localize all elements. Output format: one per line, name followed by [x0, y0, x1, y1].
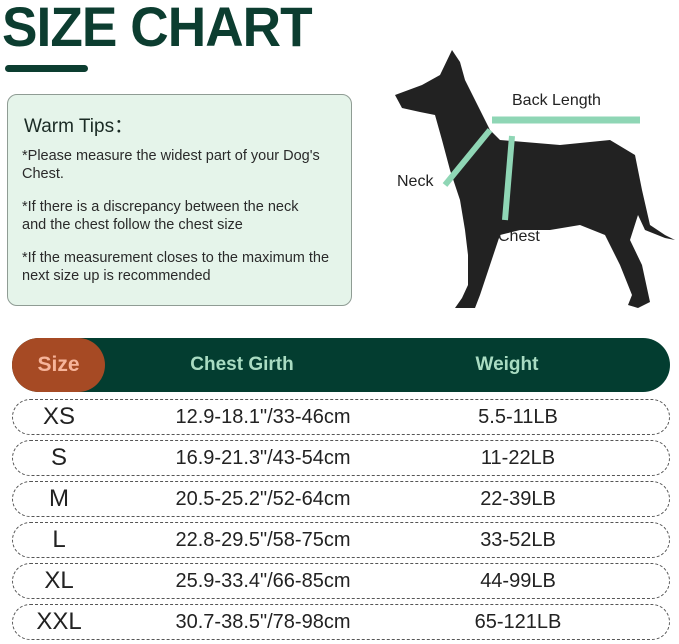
header-size: Size — [12, 338, 105, 392]
weight-cell: 22-39LB — [480, 487, 556, 510]
table-row: XS 12.9-18.1"/33-46cm 5.5-11LB — [12, 399, 670, 435]
table-row: M 20.5-25.2"/52-64cm 22-39LB — [12, 481, 670, 517]
weight-cell: 11-22LB — [480, 446, 556, 469]
chest-girth-cell: 20.5-25.2"/52-64cm — [175, 487, 351, 510]
size-cell: XXL — [36, 608, 82, 635]
header-chest-girth: Chest Girth — [190, 354, 294, 375]
size-cell: M — [49, 485, 69, 512]
table-row: XXL 30.7-38.5"/78-98cm 65-121LB — [12, 604, 670, 640]
size-cell: S — [50, 444, 67, 471]
table-row: L 22.8-29.5"/58-75cm 33-52LB — [12, 522, 670, 558]
page-title: SIZE CHART — [2, 0, 313, 58]
table-header: Size Chest Girth Weight — [12, 338, 670, 392]
chest-girth-cell: 22.8-29.5"/58-75cm — [175, 528, 351, 551]
chest-girth-cell: 16.9-21.3"/43-54cm — [175, 446, 351, 469]
tip-2: *If there is a discrepancy between the n… — [22, 199, 299, 233]
back-length-label: Back Length — [512, 92, 601, 109]
weight-cell: 44-99LB — [480, 569, 556, 592]
warm-tips-box: Warm Tips： *Please measure the widest pa… — [7, 94, 352, 306]
dog-silhouette-icon — [395, 50, 675, 308]
size-cell: XS — [42, 403, 75, 430]
tips-heading: Warm Tips： — [24, 116, 134, 137]
tip-1: *Please measure the widest part of your … — [22, 148, 320, 182]
title-underline — [5, 65, 88, 72]
table-row: XL 25.9-33.4"/66-85cm 44-99LB — [12, 563, 670, 599]
chest-girth-cell: 12.9-18.1"/33-46cm — [175, 405, 351, 428]
header-weight: Weight — [475, 354, 539, 375]
size-cell: XL — [44, 567, 74, 594]
chest-girth-cell: 25.9-33.4"/66-85cm — [175, 569, 351, 592]
weight-cell: 5.5-11LB — [478, 405, 558, 428]
chest-label: Chest — [498, 228, 540, 245]
weight-cell: 33-52LB — [480, 528, 556, 551]
tip-3: *If the measurement closes to the maximu… — [22, 250, 330, 284]
chest-girth-cell: 30.7-38.5"/78-98cm — [175, 610, 351, 633]
table-row: S 16.9-21.3"/43-54cm 11-22LB — [12, 440, 670, 476]
neck-label: Neck — [397, 173, 434, 190]
weight-cell: 65-121LB — [474, 610, 562, 633]
size-cell: L — [52, 526, 66, 553]
